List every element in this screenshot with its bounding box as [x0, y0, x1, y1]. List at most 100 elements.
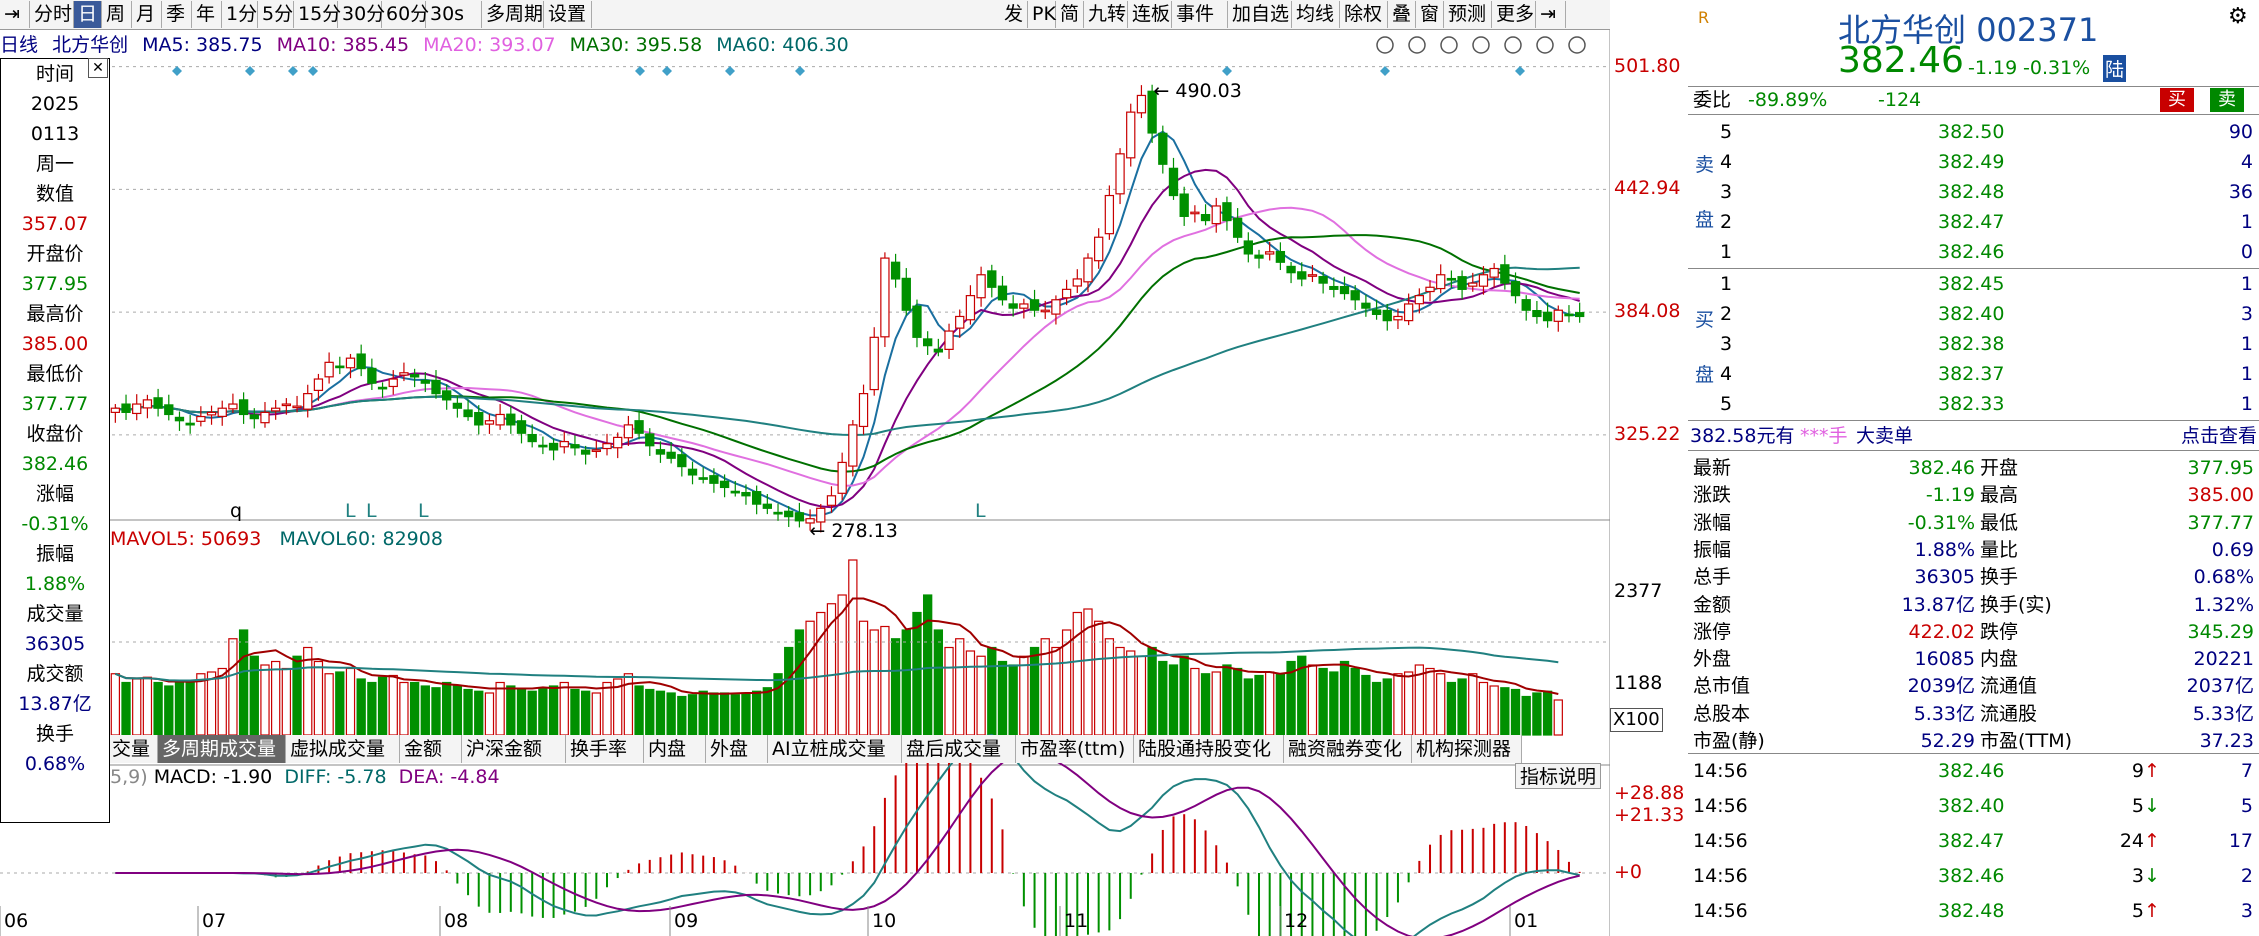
info-close: 382.46	[21, 453, 89, 475]
month-label: 12	[1284, 910, 1309, 932]
period-tab[interactable]: 日	[74, 1, 102, 28]
period-tab[interactable]: 季	[162, 1, 192, 28]
period-tab[interactable]: 60分	[382, 1, 429, 28]
toolbar-button[interactable]: 九转	[1084, 1, 1128, 28]
info-value: 357.07	[21, 213, 89, 235]
candle	[495, 413, 505, 426]
toolbar-button[interactable]: 均线	[1292, 1, 1340, 28]
bid-volume: 1	[2240, 363, 2253, 385]
stock-code: 002371	[1976, 11, 2099, 49]
ma20-line	[115, 206, 1580, 487]
stat-label: 总手	[1693, 566, 1732, 589]
candle	[431, 379, 441, 395]
indicator-tab[interactable]: 市盈率(ttm)	[1016, 735, 1134, 763]
expand-icon[interactable]: ⇥	[1536, 1, 1566, 28]
candle	[217, 407, 227, 417]
candle	[912, 305, 922, 338]
period-tab[interactable]: 多周期	[482, 1, 544, 28]
volume-bar	[409, 681, 420, 736]
gear-icon[interactable]: ⚙	[2228, 4, 2248, 29]
mavol60-line	[114, 646, 1559, 682]
toolbar-button[interactable]: 更多	[1492, 1, 1536, 28]
stat-value: 5.33亿	[2192, 702, 2254, 725]
stat-row: 总股本 5.33亿 流通股 5.33亿	[1688, 700, 2259, 728]
candle	[987, 270, 997, 288]
indicator-tab[interactable]: 外盘	[706, 735, 768, 763]
toolbar-button[interactable]: 除权	[1340, 1, 1388, 28]
toolbar-button[interactable]: 加自选	[1228, 1, 1292, 28]
indicator-tab[interactable]: AI立桩成交量	[768, 735, 902, 763]
candle	[1521, 299, 1531, 311]
toolbar-button[interactable]: 叠	[1388, 1, 1416, 28]
info-chg: -0.31%	[21, 513, 89, 535]
candle	[677, 454, 687, 468]
toolbar-button[interactable]: 事件	[1172, 1, 1228, 28]
indicator-tab[interactable]: 融资融券变化	[1284, 735, 1412, 763]
stat-value: 52.29	[1920, 730, 1975, 752]
tick-direction-icon: ↑	[2144, 830, 2160, 852]
tick-row: 14:56 382.46 3 ↓ 2	[1688, 862, 2259, 890]
toolbar-button[interactable]: 简	[1056, 1, 1084, 28]
event-marker	[308, 66, 318, 76]
toolbar-button[interactable]: PK	[1028, 1, 1056, 28]
indicator-tab[interactable]: 陆股通持股变化	[1134, 735, 1284, 763]
volume-bar	[1329, 671, 1339, 736]
period-tab[interactable]: 30s	[426, 1, 482, 28]
kline-chart[interactable]: ← 490.03← 278.13q L L L L	[0, 30, 1610, 936]
indicator-tab[interactable]: 沪深金额	[462, 735, 566, 763]
sell-button[interactable]: 卖	[2210, 88, 2244, 112]
candle	[484, 420, 495, 425]
period-tab[interactable]: 设置	[544, 1, 592, 28]
stat-row: 涨跌 -1.19 最高 385.00	[1688, 481, 2259, 509]
period-toolbar: ⇥ 分时日周月季年 1分 5分 15分 30分 60分 30s 多周期 设置发 PK 简九转 连板 事件加…	[0, 0, 1610, 30]
candle	[698, 477, 708, 480]
indicator-tab[interactable]: 金额	[400, 735, 462, 763]
period-tab[interactable]: 月	[132, 1, 162, 28]
nav-arrow-icon[interactable]: ⇥	[0, 1, 30, 28]
indicator-help-button[interactable]: 指标说明	[1515, 763, 1602, 789]
bid-row: 5 382.33 1	[1688, 390, 2259, 418]
toolbar-button[interactable]: 发	[1000, 1, 1028, 28]
info-amp: 1.88%	[24, 573, 86, 595]
volume-bar	[132, 678, 142, 736]
info-amt: 13.87亿	[18, 693, 92, 715]
toolbar-button[interactable]: 连板	[1128, 1, 1172, 28]
period-tab[interactable]: 分时	[30, 1, 74, 28]
eye-icon	[1376, 36, 1394, 54]
indicator-tab[interactable]: 换手率	[566, 735, 644, 763]
level: 2	[1720, 303, 1733, 325]
volume-bar	[271, 660, 281, 736]
toolbar-button[interactable]: 窗	[1416, 1, 1444, 28]
period-tab[interactable]: 30分	[338, 1, 385, 28]
indicator-tab[interactable]: 机构探测器	[1412, 735, 1522, 763]
divider	[1688, 753, 2259, 754]
period-tab[interactable]: 年	[192, 1, 222, 28]
candle	[837, 461, 847, 494]
stat-value: 0.69	[2211, 538, 2254, 561]
volume-bar	[1243, 678, 1253, 736]
price-axis-label: 325.22	[1614, 422, 1681, 445]
volume-bar	[516, 688, 527, 736]
period-tab[interactable]: 1分	[222, 1, 258, 28]
candle	[196, 415, 206, 422]
month-label: 06	[4, 910, 29, 932]
volume-bar	[816, 611, 826, 736]
volume-bar	[1051, 646, 1061, 736]
close-icon[interactable]: ✕	[88, 58, 108, 78]
event-marker	[1380, 66, 1390, 76]
indicator-tab[interactable]: 多周期成交量	[158, 735, 286, 763]
indicator-tab[interactable]: 盘后成交量	[902, 735, 1016, 763]
indicator-tab[interactable]: 交量	[108, 735, 158, 763]
toolbar-button[interactable]: 预测	[1444, 1, 1492, 28]
period-tab[interactable]: 周	[102, 1, 132, 28]
stat-label: 最高	[1980, 484, 2019, 507]
candle	[666, 451, 676, 459]
indicator-tab[interactable]: 虚拟成交量	[286, 735, 400, 763]
stat-value: 36305	[1914, 566, 1975, 589]
stat-row: 外盘 16085 内盘 20221	[1688, 645, 2259, 673]
indicator-tab[interactable]: 内盘	[644, 735, 706, 763]
buy-button[interactable]: 买	[2160, 88, 2194, 112]
period-tab[interactable]: 5分	[258, 1, 294, 28]
period-tab[interactable]: 15分	[294, 1, 341, 28]
candle	[580, 449, 591, 455]
